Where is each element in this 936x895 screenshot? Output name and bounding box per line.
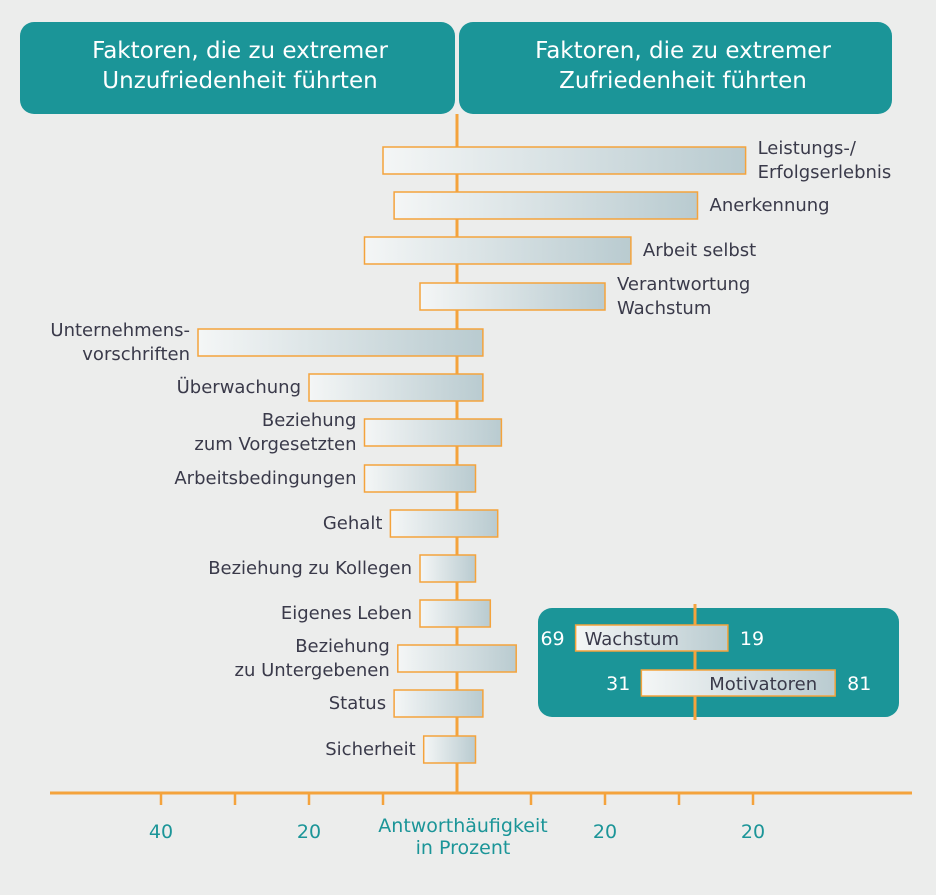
factor-bar: [419, 599, 492, 628]
inset-bar: [574, 624, 729, 652]
factor-bar: [397, 644, 517, 673]
factor-label: Arbeit selbst: [643, 240, 756, 261]
factor-bar: [422, 735, 477, 764]
factor-bar: [419, 282, 606, 311]
inset-group: 69 19 Wachstum 31 81 Motivatoren: [538, 604, 899, 720]
axis-title-line: in Prozent: [416, 837, 511, 859]
tick-label-right: 20: [593, 821, 617, 843]
header-left-line: Faktoren, die zu extremer: [92, 38, 388, 64]
factor-label: Erfolgserlebnis: [758, 162, 892, 183]
factor-bar: [389, 509, 499, 538]
factor-label: Verantwortung: [617, 274, 750, 295]
factor-label: Überwachung: [177, 376, 301, 398]
factor-bar: [308, 373, 484, 402]
factor-bar: [197, 328, 484, 357]
factor-label: zu Untergebenen: [235, 660, 390, 681]
factor-label: vorschriften: [82, 344, 190, 365]
factor-label: Anerkennung: [710, 195, 830, 216]
factor-label: Sicherheit: [325, 739, 415, 760]
factor-bar: [382, 146, 747, 175]
axis-title-line: Antworthäufigkeit: [378, 815, 547, 837]
inset-value-right: 81: [847, 673, 871, 695]
factor-bar: [419, 554, 477, 583]
factor-bar: [393, 191, 699, 220]
factor-label: Status: [329, 693, 386, 714]
factor-label: Eigenes Leben: [281, 603, 412, 624]
tick-label-right: 20: [741, 821, 765, 843]
factor-label: Beziehung: [262, 410, 357, 431]
factor-label: zum Vorgesetzten: [194, 434, 356, 455]
factor-label: Beziehung: [295, 636, 390, 657]
header-left-line: Unzufriedenheit führten: [102, 68, 377, 94]
inset-value-right: 19: [740, 628, 764, 650]
tick-label-left: 40: [149, 821, 173, 843]
factor-label: Leistungs-/: [758, 138, 857, 159]
factor-label: Arbeitsbedingungen: [174, 468, 356, 489]
header-group: Faktoren, die zu extremer Unzufriedenheit…: [20, 22, 892, 114]
tick-label-left: 20: [297, 821, 321, 843]
inset-value-left: 31: [606, 673, 630, 695]
factor-bar: [363, 418, 503, 447]
factor-bar: [363, 236, 632, 265]
header-right-line: Faktoren, die zu extremer: [535, 38, 831, 64]
factor-bar: [363, 464, 477, 493]
inset-bar-label: Motivatoren: [709, 674, 817, 695]
factor-label: Gehalt: [323, 513, 383, 534]
header-right-box: [459, 22, 892, 114]
factor-label: Beziehung zu Kollegen: [208, 558, 412, 579]
header-left-box: [20, 22, 455, 114]
inset-bar: [640, 669, 836, 697]
inset-value-left: 69: [540, 628, 564, 650]
header-right-line: Zufriedenheit führten: [559, 68, 807, 94]
bars-group: Leistungs-/ Erfolgserlebnis Anerkennung Arb…: [50, 138, 892, 764]
inset-bar-label: Wachstum: [585, 629, 679, 650]
factor-label: Wachstum: [617, 298, 711, 319]
factor-label: Unternehmens-: [50, 320, 190, 341]
factor-bar: [393, 689, 484, 718]
